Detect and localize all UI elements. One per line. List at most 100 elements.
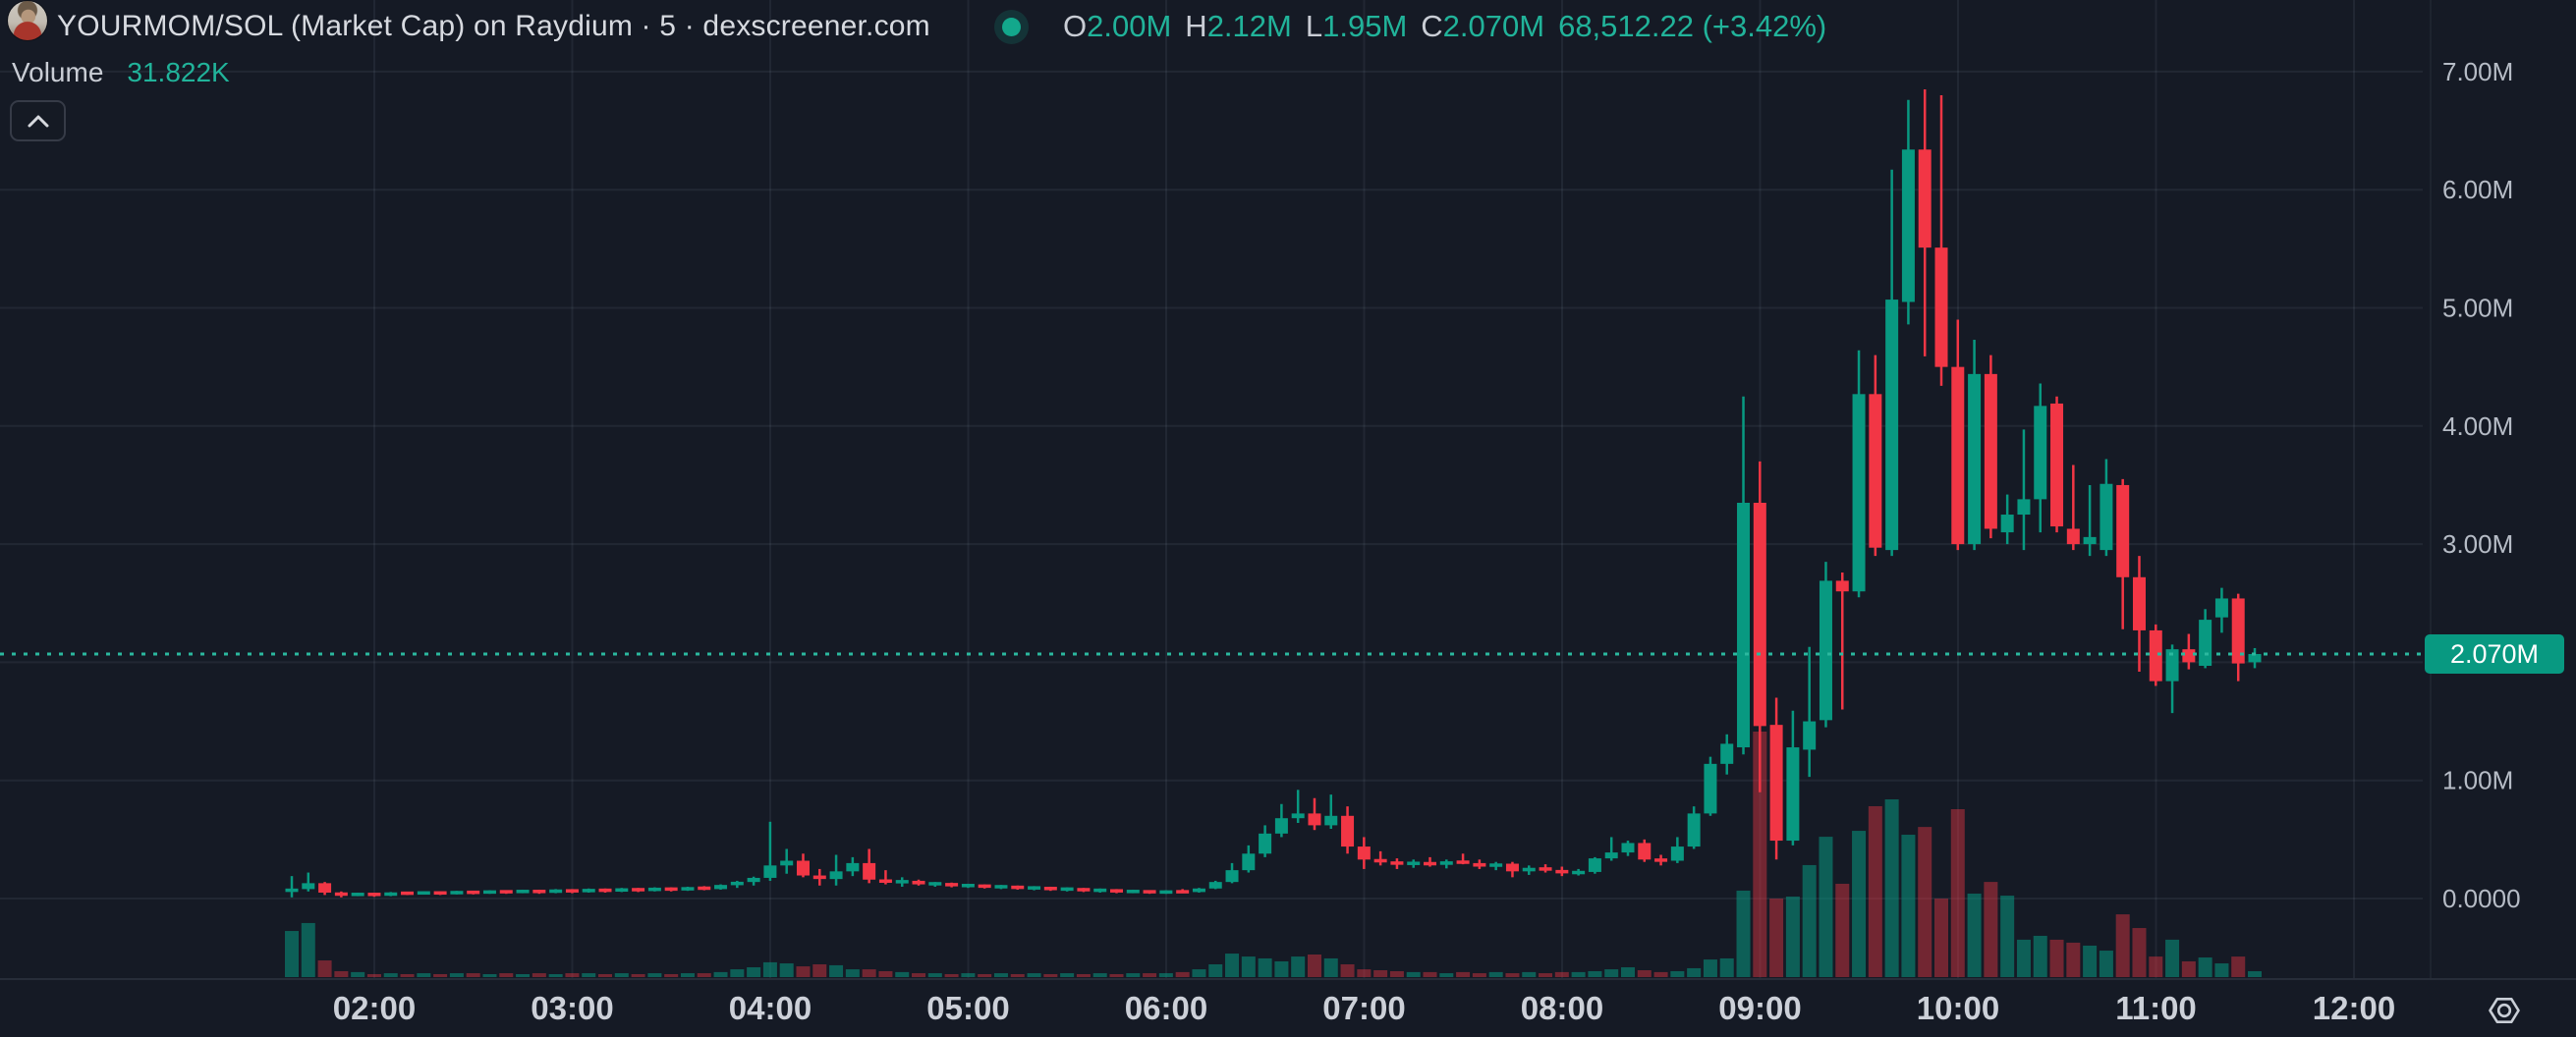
candle [664,887,678,892]
candle [994,885,1008,890]
candle [1473,859,1486,869]
candle [730,880,744,889]
candle [401,891,415,896]
candle [1357,837,1371,869]
candle [714,884,728,890]
candle [565,889,579,894]
candle [2100,459,2113,557]
price-axis-label: 7.00M [2442,57,2513,86]
candle [2132,556,2146,673]
candle [1489,861,1503,871]
candle [2017,429,2031,551]
time-axis-label: 06:00 [1125,990,1207,1026]
candle [433,891,447,896]
candle [1835,572,1849,710]
candle [1687,806,1701,849]
price-axis-label: 0.0000 [2442,884,2521,913]
candle [1918,88,1932,356]
candle [632,888,645,893]
candle [1225,862,1239,884]
candle [302,872,315,892]
high-label: H [1185,9,1207,43]
high-value: 2.12M [1206,9,1292,43]
candle [582,888,595,893]
time-axis-label: 12:00 [2313,990,2395,1026]
candle [1720,734,1734,775]
collapse-legend-button[interactable] [10,100,66,141]
candle [1753,461,1766,792]
candle [681,886,695,892]
volume-readout: Volume 31.822K [12,57,230,88]
candle [647,887,661,892]
last-price-tag: 2.070M [2425,634,2564,674]
candle [2000,494,2014,545]
candle [1803,646,1817,778]
candle [1291,790,1305,824]
time-axis-label: 05:00 [926,990,1009,1026]
candle [1934,94,1948,386]
candle [895,877,909,887]
candle [2083,484,2097,557]
candle [482,890,496,895]
volume-value: 31.822K [127,57,230,87]
candle [928,882,942,887]
candle [1522,865,1536,875]
candle [417,891,430,896]
candle [763,821,777,881]
candle [912,879,925,886]
candle [1885,169,1899,557]
candle [516,889,530,894]
candle [2182,633,2196,670]
settings-gear-icon[interactable] [2489,997,2520,1023]
price-axis-label: 6.00M [2442,175,2513,204]
candle [1274,803,1288,838]
candle [549,889,563,894]
time-axis[interactable]: 02:00 03:00 04:00 05:00 06:00 07:00 08:00 09:00… [333,990,2395,1026]
time-axis-label: 09:00 [1718,990,1801,1026]
candle [1176,889,1190,894]
candle [829,854,843,886]
candle [1424,856,1437,867]
candle [1901,99,1915,325]
candle [467,890,480,895]
candle [1654,854,1668,866]
candle [1439,859,1453,869]
volume-layer [285,732,2263,977]
candle [1737,396,1751,755]
candle [863,848,876,884]
candle [2116,478,2130,629]
candle [334,891,348,898]
candle [384,892,398,897]
candle [2214,587,2228,633]
candle [285,876,299,898]
candle [2066,464,2080,551]
candle [615,888,629,893]
candle [1670,837,1684,863]
candle [812,868,826,886]
change-value: 68,512.22 (+3.42%) [1558,9,1827,43]
candle [318,882,332,896]
time-axis-label: 10:00 [1917,990,1999,1026]
candle [1638,839,1652,862]
candle [961,883,975,889]
candle [978,884,991,889]
candle [1308,797,1321,831]
price-axis[interactable]: 7.00M 6.00M 5.00M 4.00M 3.00M 1.00M 0.0000 [2442,57,2521,913]
candle [1984,355,1997,539]
price-axis-label: 1.00M [2442,766,2513,795]
candle [1159,890,1173,895]
live-status-dot [1002,18,1021,36]
candle [1539,864,1552,873]
candle [450,891,464,895]
candle [1572,868,1586,876]
candle [1126,889,1140,894]
candle [1324,794,1338,830]
time-axis-label: 02:00 [333,990,416,1026]
candle [2050,396,2064,533]
candle [1077,888,1091,893]
candle [2248,647,2262,669]
candle [2199,609,2212,669]
candle [747,876,760,886]
